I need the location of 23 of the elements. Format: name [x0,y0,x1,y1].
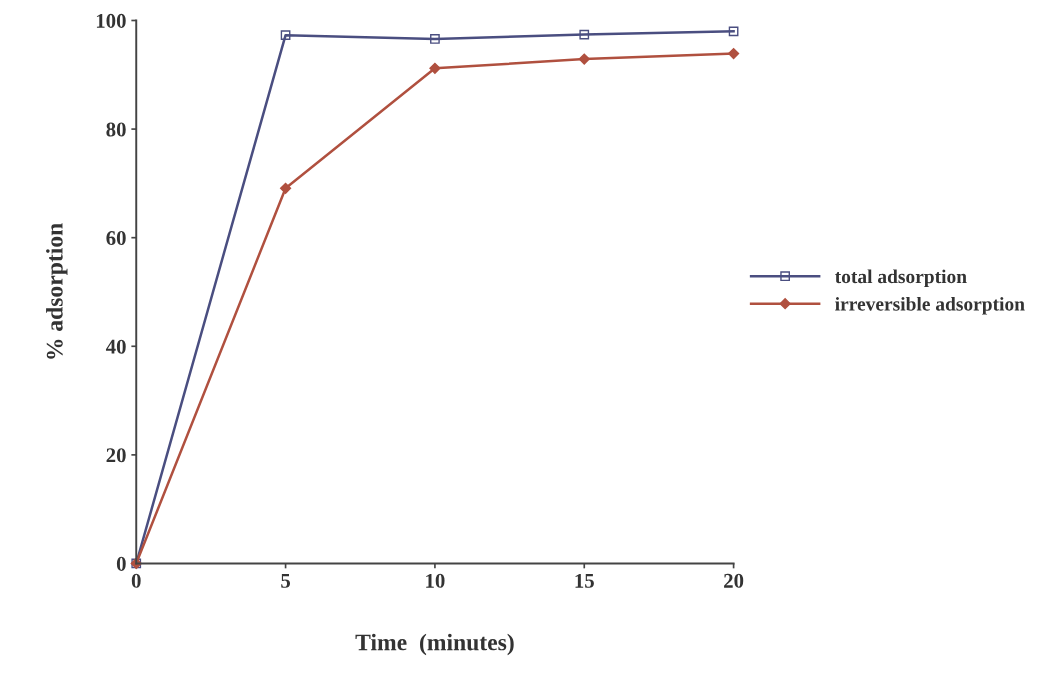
y-tick-label: 100 [96,13,126,28]
point [578,53,590,65]
point [279,182,292,194]
x-tick-label: 15 [575,573,594,588]
point [728,26,739,37]
y-tick-label: 80 [106,122,126,137]
point [280,30,291,41]
y-tick-label: 40 [105,339,126,354]
x-tick-label: 20 [724,573,744,588]
legend-label: total adsorption [835,269,967,288]
point [579,29,590,40]
point [430,34,440,44]
y-tick-label: 20 [106,448,126,463]
y-axis-title: % adsorption [46,223,68,359]
x-tick-label: 0 [131,573,141,588]
legend-label: irreversible adsorption [835,296,1025,315]
point [429,62,441,74]
y-tick-label: 60 [106,231,126,246]
x-tick-label: 10 [426,573,445,588]
x-axis-title: Time (minutes) [355,633,514,656]
point [727,48,740,60]
x-tick-label: 5 [281,574,291,588]
y-tick-label: 0 [116,556,126,571]
